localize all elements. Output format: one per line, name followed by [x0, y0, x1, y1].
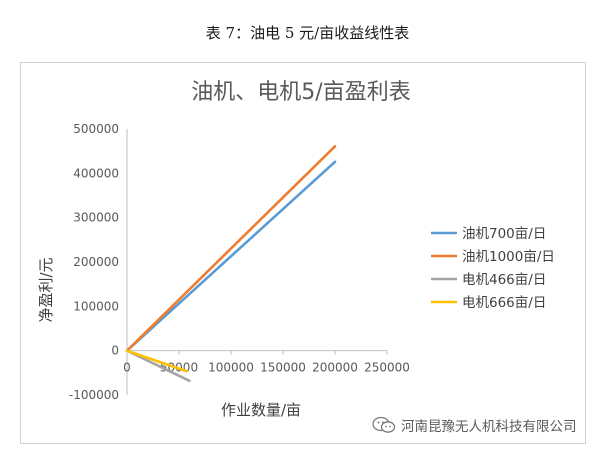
- x-tick-label: 150000: [260, 361, 306, 375]
- watermark: 河南昆豫无人机科技有限公司: [372, 414, 577, 436]
- series-line-2: [125, 145, 337, 353]
- x-tick-label: 250000: [364, 361, 410, 375]
- x-tick-label: 0: [123, 361, 131, 375]
- y-tick-label: 200000: [73, 255, 119, 269]
- y-tick-label: 100000: [73, 299, 119, 313]
- legend-label-4: 电机666亩/日: [462, 294, 546, 311]
- legend-label-1: 油机700亩/日: [462, 225, 546, 242]
- legend-label-3: 电机466亩/日: [462, 271, 546, 288]
- series-line-4: [125, 349, 188, 373]
- series-line-3: [125, 349, 191, 383]
- series-line-1: [125, 160, 337, 353]
- y-tick-label: 300000: [73, 211, 119, 225]
- y-tick-label: 500000: [73, 122, 119, 136]
- watermark-text: 河南昆豫无人机科技有限公司: [401, 419, 577, 435]
- chart-frame: 油机、电机5/亩盈利表 净盈利/元 作业数量/亩 500000 400000 300…: [20, 62, 586, 444]
- y-tick-label: -100000: [69, 388, 119, 402]
- y-tick-label: 0: [111, 344, 119, 358]
- legend-label-2: 油机1000亩/日: [462, 248, 555, 265]
- chart-title: 油机、电机5/亩盈利表: [191, 80, 410, 105]
- y-tick-label: 400000: [73, 166, 119, 180]
- x-axis-label: 作业数量/亩: [221, 401, 301, 419]
- document-caption: 表 7：油电 5 元/亩收益线性表: [205, 24, 410, 42]
- y-axis-label: 净盈利/元: [37, 257, 55, 322]
- x-tick-label: 100000: [208, 361, 254, 375]
- wechat-icon: [372, 416, 396, 433]
- x-tick-label: 200000: [312, 361, 358, 375]
- line-chart: 油机、电机5/亩盈利表 净盈利/元 作业数量/亩 500000 400000 300…: [37, 80, 555, 419]
